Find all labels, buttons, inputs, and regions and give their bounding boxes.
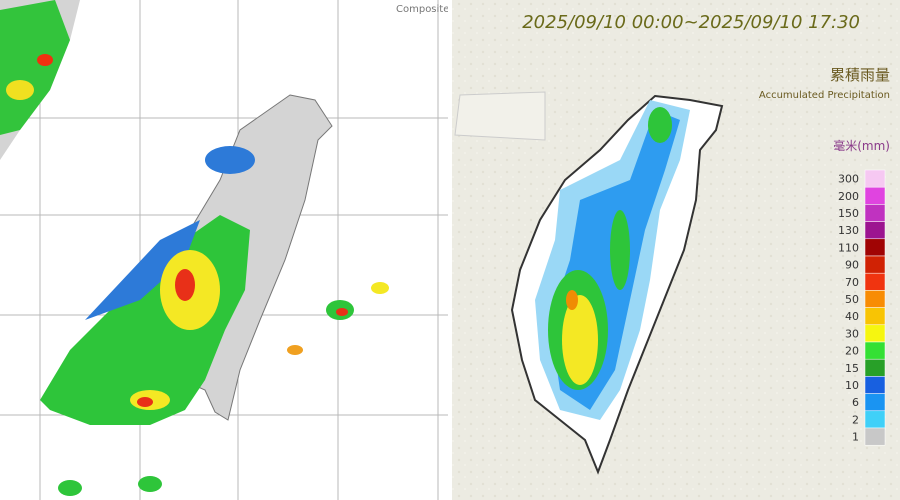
legend-swatch — [864, 272, 886, 291]
legend-swatch — [864, 221, 886, 240]
legend-swatch — [864, 358, 886, 377]
legend-label: 110 — [838, 241, 859, 254]
legend-swatch — [864, 393, 886, 412]
legend-label: 6 — [852, 396, 859, 409]
legend-swatch — [864, 324, 886, 343]
legend-swatch — [864, 341, 886, 360]
unit: 毫米(mm) — [833, 138, 890, 153]
legend: 300 200 150 130 110 90 70 50 40 30 20 15 10 6 2 1 — [838, 169, 886, 446]
title-en: Accumulated Precipitation — [759, 90, 890, 101]
legend-swatch — [864, 307, 886, 326]
legend-swatch — [864, 255, 886, 274]
precip-panel: 2025/09/10 00:00~2025/09/10 17:30 累積雨量 A… — [452, 0, 900, 500]
legend-label: 300 — [838, 173, 859, 186]
legend-swatch — [864, 186, 886, 205]
panel-label: Composite — [396, 4, 449, 15]
legend-label: 1 — [852, 431, 859, 444]
legend-label: 50 — [845, 293, 859, 306]
legend-swatch — [864, 204, 886, 222]
legend-swatch — [864, 238, 886, 257]
legend-label: 15 — [845, 362, 859, 375]
legend-swatch — [864, 410, 886, 429]
legend-swatch — [864, 376, 886, 394]
legend-label: 2 — [852, 413, 859, 426]
legend-label: 40 — [845, 310, 859, 323]
legend-label: 90 — [845, 259, 859, 272]
legend-swatch — [864, 427, 886, 446]
legend-label: 200 — [838, 190, 859, 203]
legend-label: 130 — [838, 224, 859, 237]
time-range: 2025/09/10 00:00~2025/09/10 17:30 — [522, 12, 860, 33]
legend-label: 30 — [845, 327, 859, 340]
legend-label: 70 — [845, 276, 859, 289]
radar-panel: Composite — [0, 0, 449, 500]
legend-swatch — [864, 169, 886, 188]
title-zh: 累積雨量 — [830, 66, 890, 84]
legend-label: 10 — [845, 379, 859, 392]
legend-label: 150 — [838, 207, 859, 220]
legend-label: 20 — [845, 345, 859, 358]
legend-swatch — [864, 290, 886, 308]
